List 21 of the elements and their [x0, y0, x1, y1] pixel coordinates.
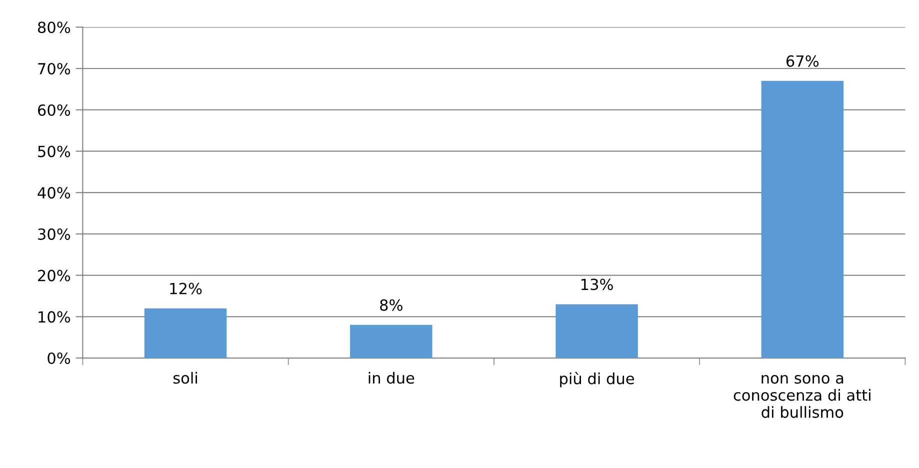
data-label: 13% — [581, 278, 613, 290]
y-tick-label: 50% — [38, 146, 70, 158]
x-tick-label: non sono a conoscenza di atti di bullismo — [734, 374, 870, 418]
bar — [350, 324, 432, 358]
x-tick-label: soli — [173, 372, 197, 384]
y-tick-label: 40% — [38, 187, 70, 199]
data-label: 12% — [170, 282, 202, 294]
x-tick-label: più di due — [560, 372, 634, 388]
x-tick-label: in due — [368, 372, 414, 384]
bar — [761, 80, 844, 358]
y-tick-label: 70% — [38, 62, 70, 75]
y-tick-label: 0% — [48, 352, 70, 364]
data-label: 8% — [380, 299, 402, 311]
y-tick-label: 60% — [38, 104, 70, 116]
y-tick-label: 30% — [38, 228, 70, 240]
data-label: 67% — [786, 55, 819, 67]
y-tick-label: 80% — [38, 22, 70, 34]
bar — [556, 304, 638, 358]
y-tick-label: 20% — [38, 270, 70, 282]
y-tick-label: 10% — [38, 311, 70, 323]
bar — [144, 308, 227, 358]
